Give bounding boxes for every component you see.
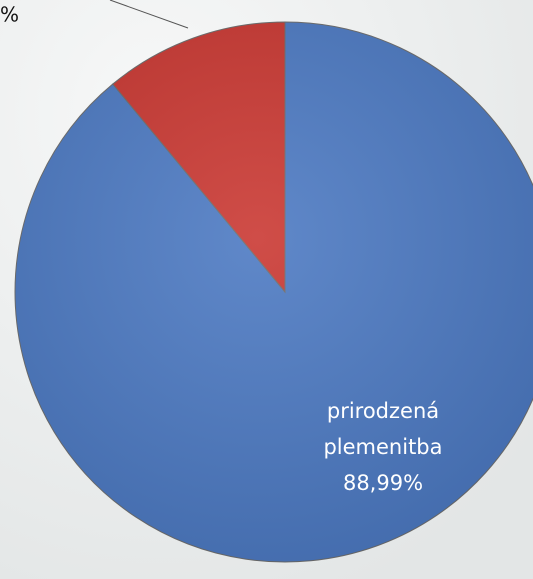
slice-label-line: prirodzená (327, 399, 439, 423)
slice-label: prirodzená plemenitba (323, 399, 442, 459)
slice-value-label: 88,99% (343, 471, 423, 495)
slice-label-line: plemenitba (323, 435, 442, 459)
slice-value-label: % (0, 3, 19, 27)
pie (14, 21, 533, 563)
